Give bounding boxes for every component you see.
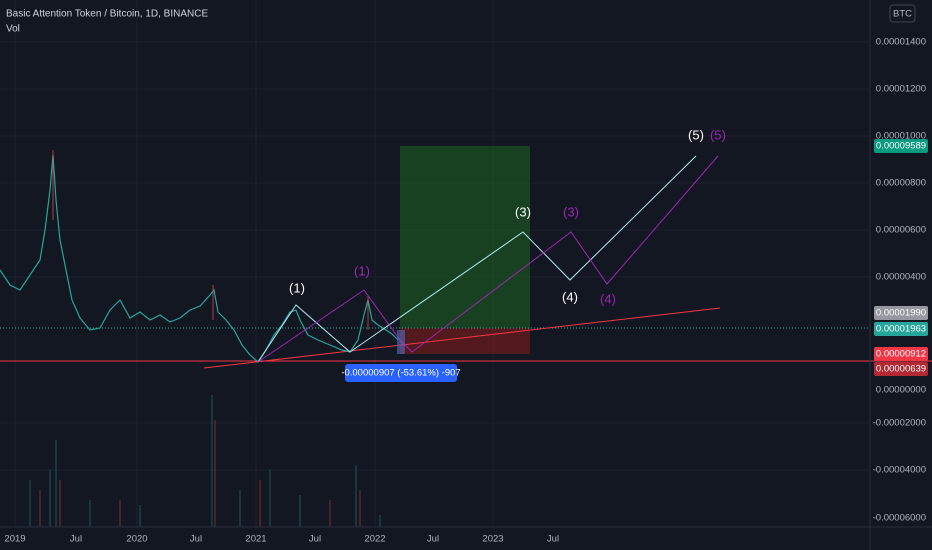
price-tick-label: -0.00006000 — [873, 513, 926, 524]
price-tick-label: 0.00000800 — [876, 178, 926, 189]
price-tick-label: 0.00001000 — [876, 131, 926, 142]
wave-count-b — [257, 155, 719, 363]
time-tick-label: 2023 — [482, 534, 503, 545]
price-badge-label: 0.00009589 — [876, 141, 926, 152]
volume-bars — [29, 395, 381, 527]
time-tick-label: Jul — [547, 534, 559, 545]
time-tick-label: 2022 — [364, 534, 385, 545]
wave-label: (1) — [354, 263, 370, 278]
wave-label: (4) — [562, 289, 578, 304]
time-tick-label: 2021 — [245, 534, 266, 545]
measure-tooltip — [345, 364, 457, 382]
indicator-label: Vol — [6, 24, 20, 35]
price-badge-label: 0.00000912 — [876, 349, 926, 360]
price-tick-label: 0.00001400 — [876, 37, 926, 48]
price-badge — [874, 139, 928, 153]
price-tick-label: 0.00001200 — [876, 84, 926, 95]
measure-range — [397, 330, 405, 354]
price-tick-label: 0.00000400 — [876, 272, 926, 283]
price-tick-label: -0.00002000 — [873, 418, 926, 429]
profit-zone — [400, 146, 530, 328]
price-tick-label: 0.00000600 — [876, 225, 926, 236]
price-badge — [874, 347, 928, 361]
measure-text: -0.00000907 (-53.61%) -907 — [341, 368, 460, 379]
time-axis: 2019 Jul 2020 Jul 2021 Jul 2022 Jul 2023 Jul — [4, 534, 559, 545]
time-tick-label: Jul — [309, 534, 321, 545]
price-tick-label: 0.00000000 — [876, 385, 926, 396]
price-badges: 0.00009589 0.00001990 0.00001963 0.00000912… — [874, 139, 928, 376]
time-tick-label: Jul — [190, 534, 202, 545]
price-badge — [874, 322, 928, 336]
wave-label: (3) — [563, 204, 579, 219]
wave-label: (1) — [289, 280, 305, 295]
price-badge-label: 0.00001990 — [876, 308, 926, 319]
time-tick-label: 2019 — [4, 534, 25, 545]
trend-line — [203, 307, 721, 369]
wave-count-a — [257, 155, 697, 363]
wave-label: (4) — [600, 291, 616, 306]
price-badge-label: 0.00001963 — [876, 324, 926, 335]
wave-labels: (1) (1) (3) (3) (4) (4) (5) (5) — [289, 127, 726, 306]
time-tick-label: 2020 — [126, 534, 147, 545]
volume-bars-down — [39, 420, 361, 527]
currency-button[interactable] — [889, 4, 916, 23]
currency-label[interactable]: BTC — [893, 9, 912, 20]
price-axis: 0.00001400 0.00001200 0.00001000 0.00000800… — [873, 37, 926, 524]
price-wicks — [52, 150, 369, 330]
price-badge-label: 0.00000639 — [876, 364, 926, 375]
price-history — [0, 154, 399, 363]
wave-label: (5) — [688, 127, 704, 142]
symbol-title: Basic Attention Token / Bitcoin, 1D, BIN… — [6, 9, 208, 20]
wave-label: (5) — [710, 127, 726, 142]
grid — [0, 0, 870, 527]
time-tick-label: Jul — [427, 534, 439, 545]
price-badge — [874, 362, 928, 376]
wave-label: (3) — [515, 204, 531, 219]
price-badge — [874, 306, 928, 320]
price-tick-label: -0.00004000 — [873, 465, 926, 476]
time-tick-label: Jul — [70, 534, 82, 545]
